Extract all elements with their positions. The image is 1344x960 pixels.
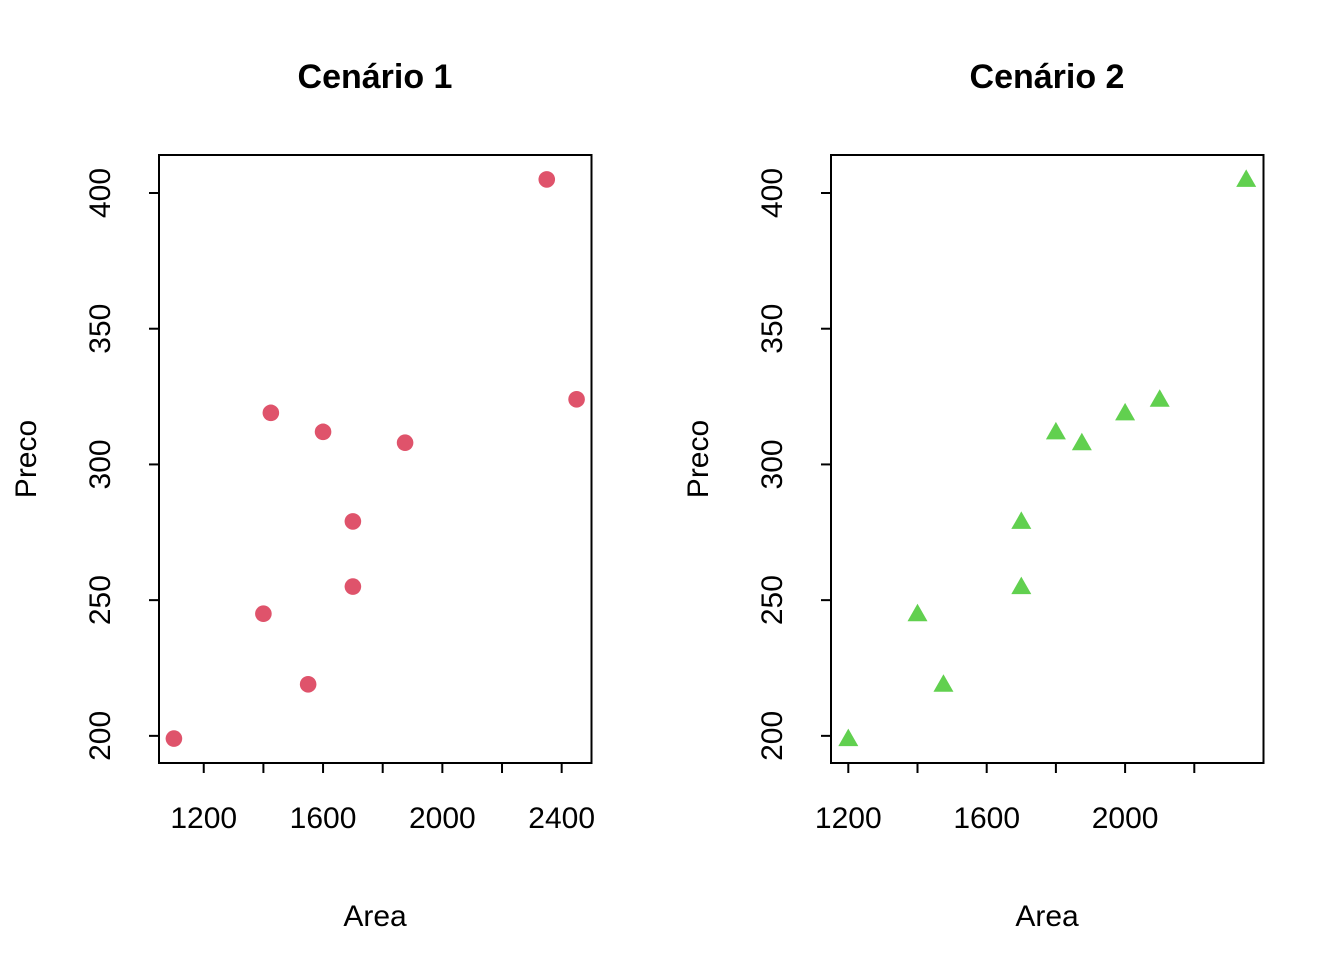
data-point — [255, 605, 272, 623]
data-point — [1115, 402, 1136, 421]
panel-1-y-axis-title: Preco — [10, 419, 43, 499]
plot-frame — [830, 154, 1265, 764]
y-axis-tick-label: 400 — [756, 168, 789, 218]
data-point — [1045, 421, 1066, 440]
x-axis-tick-label: 2000 — [1092, 802, 1159, 835]
x-axis-tick-label: 1600 — [953, 802, 1020, 835]
data-point — [933, 674, 954, 692]
x-axis-tick-label: 1200 — [815, 802, 882, 835]
y-axis-tick-label: 350 — [84, 304, 117, 354]
data-point — [568, 390, 585, 408]
data-point — [907, 603, 928, 622]
data-point — [1236, 169, 1257, 187]
y-axis-tick-label: 250 — [756, 575, 789, 625]
chart-panel-2: 1200 1600 2000 200 250 300 350 400 — [756, 154, 1265, 835]
data-point — [838, 728, 859, 747]
chart-panel-1: 1200 1600 2000 2400 200 250 300 350 400 — [84, 154, 595, 835]
data-point — [1149, 389, 1170, 407]
data-point — [538, 171, 556, 188]
x-axis-tick-label: 2400 — [528, 802, 595, 835]
data-point — [344, 513, 362, 530]
y-axis-tick-label: 300 — [84, 439, 117, 489]
data-point — [1011, 576, 1032, 595]
panel-2-y-axis-title: Preco — [682, 419, 715, 499]
x-axis-tick-label: 1200 — [170, 802, 237, 835]
data-point — [314, 423, 332, 441]
y-axis-tick-label: 250 — [84, 575, 117, 625]
y-axis-tick-label: 200 — [84, 711, 117, 761]
data-point — [1011, 511, 1032, 529]
panel-1-title: Cenário 1 — [297, 58, 453, 96]
plot-frame — [158, 154, 593, 764]
panel-2-x-axis-title: Area — [1015, 900, 1079, 933]
data-point — [1071, 432, 1092, 451]
x-axis-tick-label: 1600 — [290, 802, 357, 835]
panel-2-title: Cenário 2 — [969, 58, 1125, 96]
data-point — [396, 434, 414, 452]
x-axis-tick-label: 2000 — [409, 802, 476, 835]
y-axis-tick-label: 300 — [756, 439, 789, 489]
data-point — [344, 578, 362, 595]
y-axis-tick-label: 200 — [756, 711, 789, 761]
y-axis-tick-label: 400 — [84, 168, 117, 218]
data-point — [165, 730, 183, 747]
y-axis-tick-label: 350 — [756, 304, 789, 354]
data-point — [262, 404, 280, 422]
data-point — [299, 675, 317, 693]
panel-1-x-axis-title: Area — [343, 900, 407, 933]
